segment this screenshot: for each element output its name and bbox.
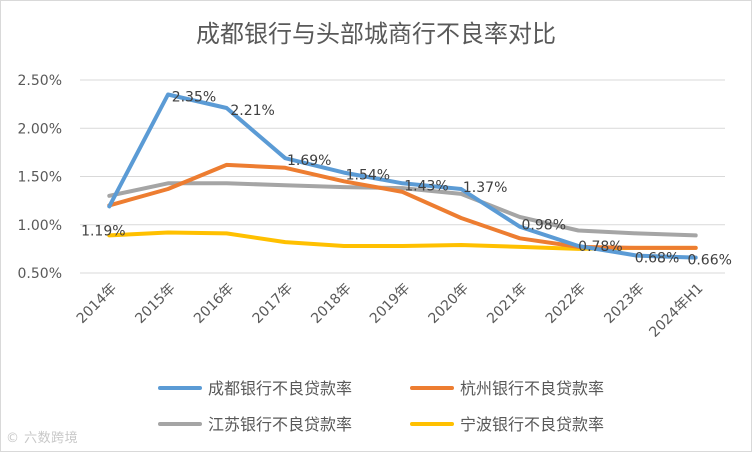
y-tick-label: 1.50%	[18, 170, 62, 186]
legend-label: 杭州银行不良贷款率	[460, 379, 604, 398]
data-label: 0.98%	[522, 218, 566, 234]
x-tick-label: 2016年	[191, 281, 237, 327]
x-tick-label: 2017年	[250, 281, 296, 327]
data-label: 0.68%	[635, 251, 679, 267]
data-label: 1.43%	[404, 178, 448, 194]
x-tick-label: 2014年	[74, 281, 120, 327]
y-tick-label: 0.50%	[18, 266, 62, 282]
data-label: 1.37%	[463, 180, 507, 196]
x-tick-label: 2015年	[132, 281, 178, 327]
legend-label: 成都银行不良贷款率	[208, 379, 352, 398]
x-tick-label: 2022年	[543, 281, 589, 327]
x-tick-label: 2023年	[601, 281, 647, 327]
x-tick-label: 2018年	[308, 281, 354, 327]
series-line	[107, 92, 698, 260]
data-label: 2.21%	[230, 103, 274, 119]
legend-label: 江苏银行不良贷款率	[208, 415, 352, 434]
data-label: 0.78%	[578, 239, 622, 255]
series-line	[107, 181, 698, 238]
watermark: © 六数跨境	[6, 431, 79, 446]
data-label: 2.35%	[172, 89, 216, 105]
x-tick-label: 2021年	[484, 281, 530, 327]
series-line	[107, 162, 698, 250]
x-tick-label: 2024年H1	[646, 281, 706, 341]
legend-label: 宁波银行不良贷款率	[460, 415, 604, 434]
y-tick-label: 2.50%	[18, 73, 62, 89]
data-label: 1.19%	[81, 223, 125, 239]
y-tick-label: 1.00%	[18, 218, 62, 234]
data-label: 1.54%	[346, 168, 390, 184]
x-tick-label: 2020年	[426, 281, 472, 327]
chart-title: 成都银行与头部城商行不良率对比	[196, 20, 556, 48]
data-label: 0.66%	[687, 253, 731, 269]
y-tick-label: 2.00%	[18, 121, 62, 137]
x-tick-label: 2019年	[367, 281, 413, 327]
data-label: 1.69%	[287, 153, 331, 169]
